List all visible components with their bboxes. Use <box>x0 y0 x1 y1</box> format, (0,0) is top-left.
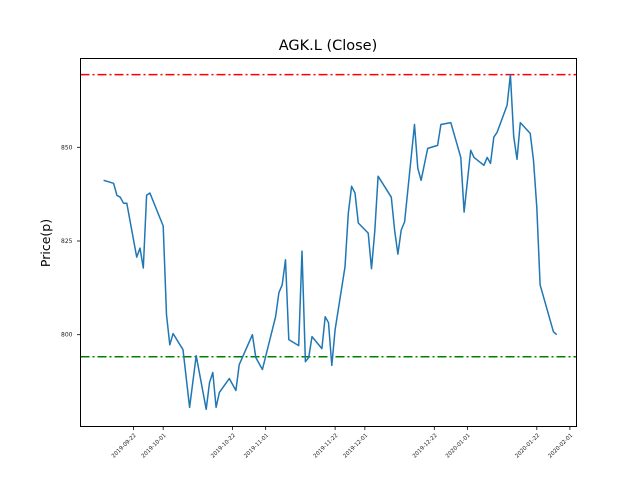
y-tick-label: 800 <box>61 332 73 339</box>
y-axis-label: Price(p) <box>38 219 53 267</box>
y-tick-label: 825 <box>61 238 73 245</box>
chart-title: AGK.L (Close) <box>279 38 378 54</box>
axes-frame <box>80 58 577 427</box>
series-line-close <box>103 73 558 411</box>
y-tick-label: 850 <box>61 144 73 151</box>
